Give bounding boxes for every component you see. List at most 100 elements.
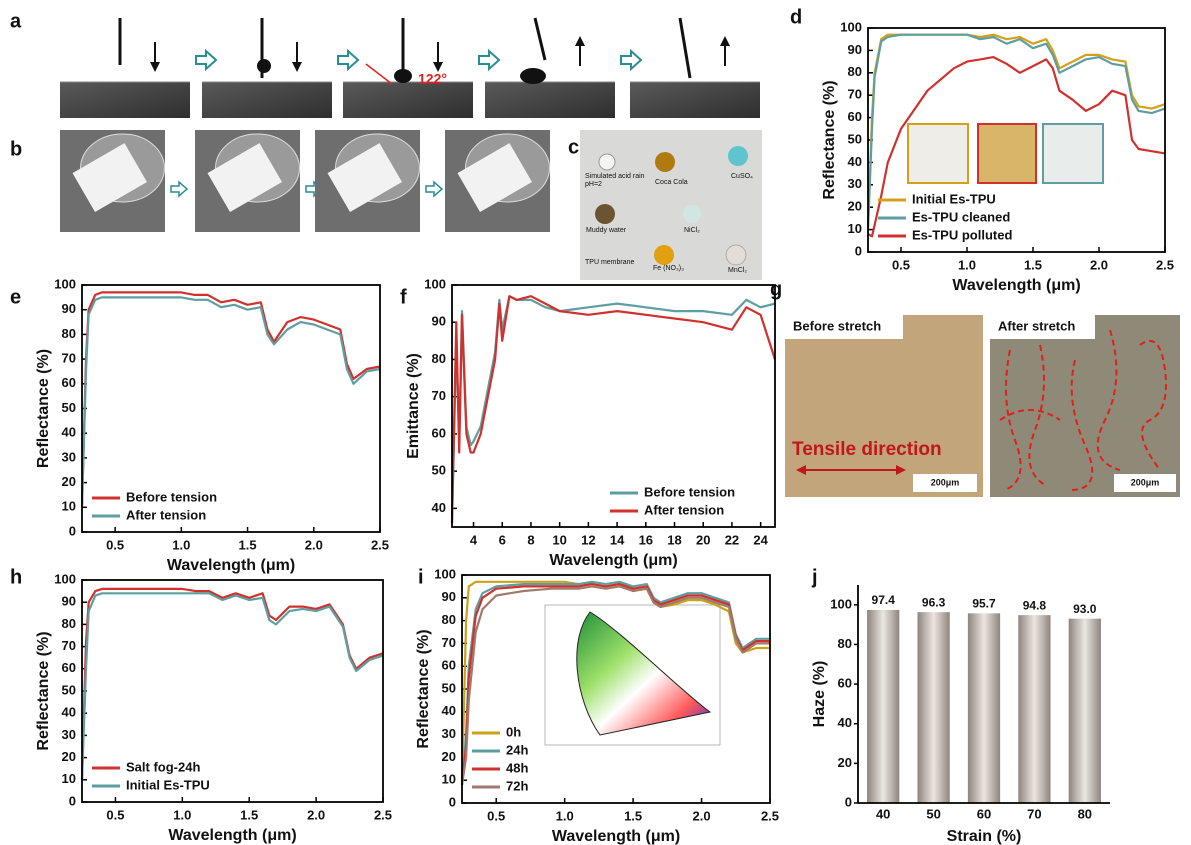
y-tick-label: 70 [432,388,446,403]
step-arrow [478,48,501,72]
x-tick-label: 2.5 [374,807,392,822]
plot-frame [451,284,776,528]
y-tick-label: 60 [432,425,446,440]
motion-arrowhead [433,62,443,72]
step-arrow [170,180,189,198]
x-tick-label: 1.5 [624,808,642,823]
label-box [1114,474,1176,492]
y-tick-label: 30 [848,176,862,191]
y-tick-label: 40 [838,715,852,730]
y-tick-label: 10 [62,771,76,786]
photo-label: NiCl₂ [684,227,700,234]
x-tick-label: 6 [499,532,506,547]
x-tick-label: 80 [1078,806,1092,821]
y-tick-label: 10 [442,772,456,787]
x-tick-label: 1.0 [172,537,190,552]
photo-label: Simulated acid rain [585,173,645,180]
x-tick-label: 2.5 [1156,257,1174,272]
x-tick-label: 22 [725,532,739,547]
x-tick-label: 2.5 [761,808,779,823]
x-tick-label: 1.5 [1024,257,1042,272]
y-tick-label: 40 [62,705,76,720]
x-tick-label: 20 [696,532,710,547]
step-arrow [425,180,444,198]
y-tick-label: 10 [848,221,862,236]
inset-photo [907,123,969,184]
legend-label: Before tension [644,484,735,499]
x-tick-label: 1.0 [556,808,574,823]
x-axis-title: Wavelength (μm) [549,552,677,569]
value-label: 95.7 [972,597,996,611]
x-tick-label: 40 [876,806,890,821]
x-tick-label: 10 [552,532,566,547]
y-tick-label: 70 [442,635,456,650]
legend-label: Before tension [126,489,217,504]
photo-before-stretch [785,315,983,497]
x-tick-label: 70 [1027,806,1041,821]
panel-label: e [10,286,21,308]
panel-label: f [400,286,407,308]
photo-label: Muddy water [586,227,627,234]
motion-arrowhead [292,62,302,72]
y-tick-label: 50 [442,680,456,695]
y-tick-label: 80 [442,612,456,627]
bar [1068,618,1101,803]
x-tick-label: 2.0 [305,537,323,552]
y-tick-label: 20 [838,755,852,770]
y-tick-label: 90 [442,589,456,604]
data-line [80,291,381,508]
y-tick-label: 60 [848,109,862,124]
y-tick-label: 80 [848,64,862,79]
legend-label: Es-TPU cleaned [912,209,1010,224]
legend-label: 72h [506,778,528,793]
photo-frame [343,82,473,118]
x-tick-label: 1.5 [240,807,258,822]
y-tick-label: 70 [62,351,76,366]
x-tick-label: 16 [639,532,653,547]
photo-label: Fe (NO₃)₃ [653,265,684,272]
membrane [207,143,282,213]
photo-label: Coca Cola [655,179,688,186]
value-label: 97.4 [872,593,896,607]
droplet [257,59,271,73]
label-box [990,315,1095,339]
panel-label: h [10,566,22,588]
y-tick-label: 60 [442,658,456,673]
legend-label: After tension [644,502,724,517]
x-tick-label: 0.5 [106,537,124,552]
y-tick-label: 100 [54,276,76,291]
photo-label: After stretch [998,318,1075,333]
panel-label: j [811,566,818,588]
x-tick-label: 18 [667,532,681,547]
droplet [654,245,674,265]
legend-label: Es-TPU polluted [912,227,1012,242]
y-tick-label: 80 [62,326,76,341]
x-tick-label: 14 [610,532,625,547]
photo-frame [485,82,615,118]
y-axis-title: Reflectance (%) [821,80,838,199]
inset-photo [977,123,1037,184]
x-tick-label: 50 [926,806,940,821]
contact-angle: 122° [418,71,447,87]
legend-label: Salt fog-24h [126,759,200,774]
x-axis-title: Wavelength (μm) [168,827,296,844]
motion-arrowhead [575,36,585,46]
needle [678,17,692,79]
y-tick-label: 50 [62,400,76,415]
y-tick-label: 40 [848,154,862,169]
y-tick-label: 40 [62,425,76,440]
x-tick-label: 8 [527,532,534,547]
photo-label: MnCl₂ [728,267,747,274]
y-tick-label: 40 [442,703,456,718]
needle [533,17,547,61]
y-tick-label: 100 [424,276,446,291]
y-tick-label: 100 [840,19,862,34]
x-tick-label: 1.0 [958,257,976,272]
data-line [866,33,1166,230]
x-tick-label: 2.0 [307,807,325,822]
plot-frame [81,579,384,803]
step-arrow [337,48,360,72]
photo-label: 200μm [1131,477,1160,487]
plot-frame [81,284,381,533]
value-label: 93.0 [1073,602,1097,616]
